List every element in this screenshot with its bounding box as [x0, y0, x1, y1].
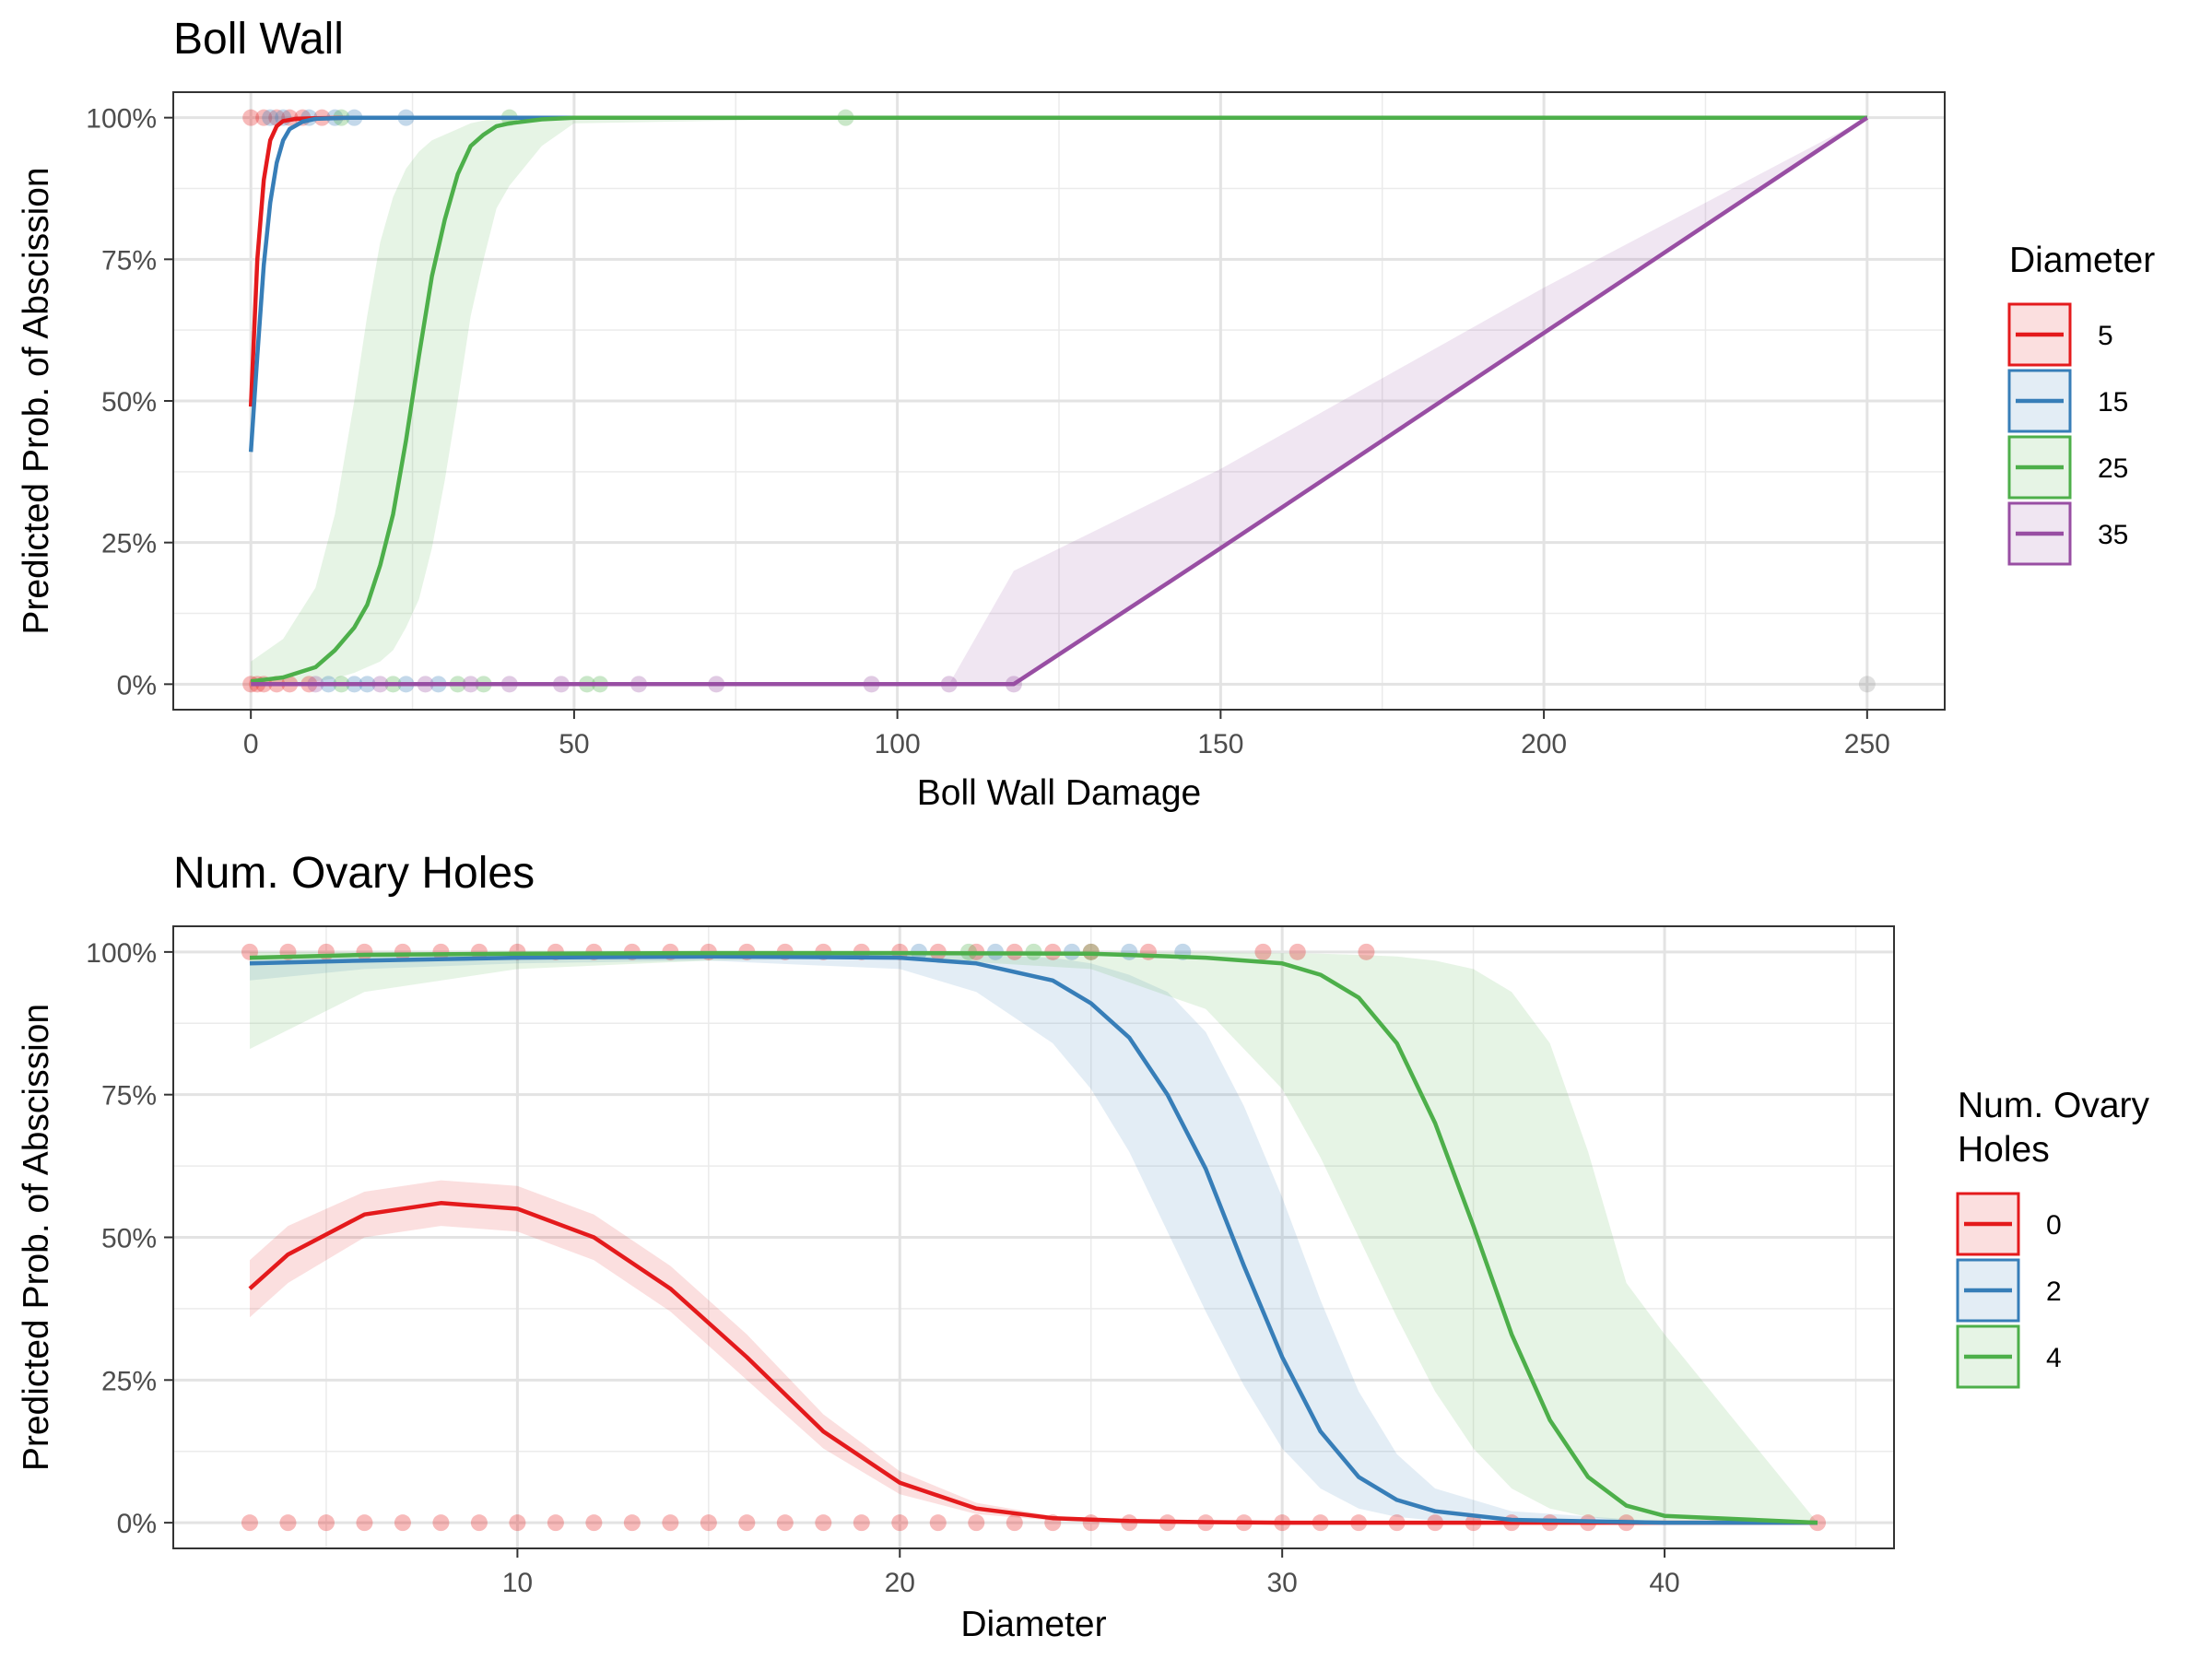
legend-title: Diameter [2009, 241, 2155, 280]
legend-label-25: 25 [2098, 453, 2128, 484]
x-tick-label: 250 [1844, 729, 1890, 759]
data-point [585, 1514, 603, 1532]
legend-label-5: 5 [2098, 321, 2113, 351]
data-point [1006, 1514, 1023, 1532]
data-point [1809, 1514, 1827, 1532]
data-point [853, 1514, 870, 1532]
legend-label-2: 2 [2046, 1277, 2062, 1307]
legend: Num. Ovary Holes 0 2 4 [1956, 1086, 2150, 1389]
legend-label-15: 15 [2098, 387, 2128, 418]
line-series-35 [251, 115, 1869, 687]
y-tick-label: 25% [101, 529, 157, 559]
data-point [1858, 676, 1876, 693]
x-tick-label: 30 [1266, 1568, 1297, 1598]
data-point [1082, 1514, 1100, 1532]
data-point [356, 1514, 373, 1532]
y-tick-label: 100% [86, 104, 157, 135]
data-point [509, 1514, 526, 1532]
legend-label-35: 35 [2098, 520, 2128, 550]
data-point [432, 1514, 450, 1532]
x-tick-label: 10 [502, 1568, 533, 1598]
data-point [241, 1514, 258, 1532]
x-tick-label: 200 [1521, 729, 1567, 759]
data-point [470, 1514, 488, 1532]
chart-title: Boll Wall [173, 15, 344, 64]
data-point [1358, 943, 1375, 960]
data-point [968, 1514, 985, 1532]
data-point [356, 943, 373, 960]
data-point [891, 1514, 909, 1532]
line-series-2 [249, 954, 1818, 1525]
data-point [262, 109, 279, 126]
ribbon-series-35 [251, 117, 1867, 685]
legend-label-4: 4 [2046, 1343, 2062, 1373]
y-tick-label: 50% [101, 1224, 157, 1254]
data-points [242, 109, 1876, 693]
line-series-0 [248, 1201, 1818, 1525]
data-point [815, 1514, 832, 1532]
y-tick-label: 75% [101, 1081, 157, 1112]
data-point [255, 109, 273, 126]
data-point [1254, 943, 1272, 960]
y-tick-label: 50% [101, 387, 157, 418]
x-axis-label: Boll Wall Damage [917, 773, 1202, 813]
ribbon-series-0 [250, 1180, 1818, 1524]
x-tick-label: 20 [885, 1568, 915, 1598]
ribbon-series-25 [251, 117, 1867, 685]
data-point [1288, 943, 1306, 960]
x-tick-label: 50 [559, 729, 589, 759]
data-point [738, 1514, 756, 1532]
line-series-4 [249, 950, 1818, 1525]
data-point [776, 1514, 794, 1532]
data-point [547, 1514, 564, 1532]
x-tick-label: 40 [1649, 1568, 1679, 1598]
data-point [700, 1514, 717, 1532]
legend: Diameter 5 15 25 35 [2007, 241, 2155, 566]
chart-title: Num. Ovary Holes [173, 849, 535, 898]
y-tick-label: 0% [117, 670, 157, 700]
x-tick-label: 0 [243, 729, 259, 759]
data-point [279, 1514, 297, 1532]
legend-title: Num. Ovary [1958, 1086, 2150, 1125]
y-tick-label: 75% [101, 245, 157, 276]
data-point [929, 1514, 947, 1532]
data-point [623, 1514, 641, 1532]
x-tick-label: 150 [1197, 729, 1243, 759]
grid [173, 926, 1894, 1548]
legend-label-0: 0 [2046, 1210, 2062, 1241]
y-tick-label: 25% [101, 1366, 157, 1396]
x-tick-label: 100 [875, 729, 921, 759]
data-point [242, 109, 260, 126]
x-axis-label: Diameter [960, 1605, 1106, 1644]
y-tick-label: 100% [86, 938, 157, 969]
data-point [1121, 943, 1138, 960]
y-axis-label: Predicted Prob. of Abscission [17, 1004, 56, 1471]
data-point [394, 1514, 411, 1532]
y-axis-label: Predicted Prob. of Abscission [17, 167, 56, 634]
y-tick-label: 0% [117, 1509, 157, 1539]
data-point [662, 1514, 679, 1532]
data-point [317, 1514, 335, 1532]
line-series-25 [250, 115, 1867, 684]
chart-panel-1: Boll Wall 0% 25% 50% 75% 100% 0 50 100 150 200 250 B… [17, 15, 2155, 813]
legend-title: Holes [1958, 1130, 2050, 1170]
ribbon-series-4 [250, 951, 1818, 1524]
